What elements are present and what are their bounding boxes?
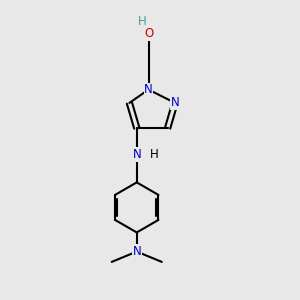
Text: H: H (138, 15, 147, 28)
Text: N: N (132, 245, 141, 258)
Text: N: N (132, 148, 141, 161)
Text: N: N (171, 96, 179, 110)
Text: H: H (150, 148, 159, 161)
Text: O: O (144, 27, 153, 40)
Text: N: N (144, 83, 153, 96)
